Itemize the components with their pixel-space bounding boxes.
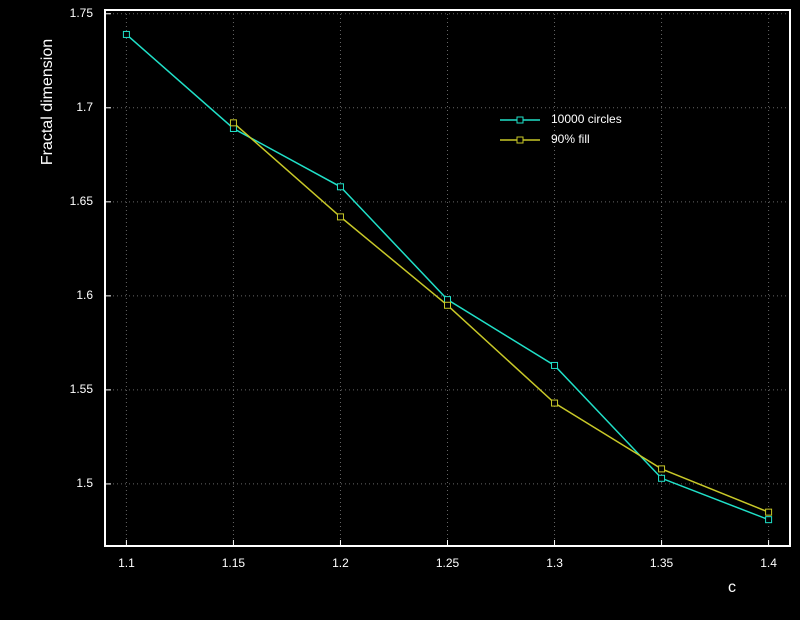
y-tick-label: 1.6 <box>76 288 93 302</box>
marker <box>765 508 773 516</box>
marker <box>551 399 559 407</box>
marker <box>765 516 773 524</box>
marker <box>658 465 666 473</box>
marker <box>229 119 237 127</box>
y-tick-label: 1.55 <box>70 382 94 396</box>
legend-marker <box>516 116 524 124</box>
legend-label: 90% fill <box>551 132 590 146</box>
marker <box>658 474 666 482</box>
y-tick-label: 1.5 <box>76 476 93 490</box>
x-tick-label: 1.3 <box>546 556 563 570</box>
marker <box>336 213 344 221</box>
x-axis-label: c <box>728 579 736 596</box>
marker <box>444 296 451 304</box>
marker <box>551 361 559 369</box>
x-tick-label: 1.1 <box>118 556 135 570</box>
marker <box>122 30 130 38</box>
y-tick-label: 1.75 <box>70 6 94 20</box>
marker <box>444 301 451 309</box>
legend-marker <box>516 136 524 144</box>
x-tick-label: 1.25 <box>436 556 460 570</box>
marker <box>229 124 237 132</box>
legend-label: 10000 circles <box>551 112 622 126</box>
x-tick-label: 1.4 <box>760 556 777 570</box>
y-axis-label: Fractal dimension <box>39 39 56 165</box>
x-tick-label: 1.15 <box>222 556 246 570</box>
x-tick-label: 1.2 <box>332 556 349 570</box>
y-tick-label: 1.7 <box>76 100 93 114</box>
x-tick-label: 1.35 <box>650 556 674 570</box>
y-tick-label: 1.65 <box>70 194 94 208</box>
plot-frame <box>104 9 791 547</box>
marker <box>336 183 344 191</box>
series-line <box>232 122 769 513</box>
